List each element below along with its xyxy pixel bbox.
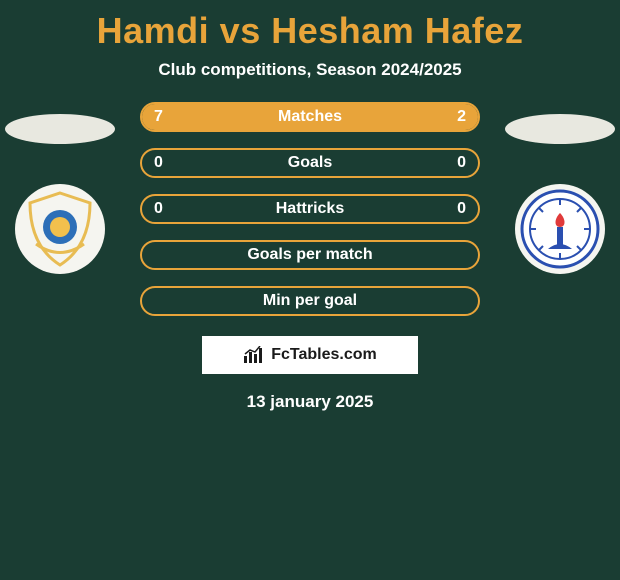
- stat-right-value: 2: [418, 108, 478, 126]
- comparison-bars: 7Matches20Goals00Hattricks0Goals per mat…: [140, 102, 480, 316]
- player-right-column: [500, 102, 620, 274]
- stat-label: Min per goal: [202, 292, 418, 310]
- stat-right-value: 0: [418, 200, 478, 218]
- player-left-ellipse: [5, 114, 115, 144]
- stat-label: Matches: [202, 108, 418, 126]
- stat-label: Goals per match: [202, 246, 418, 264]
- stat-right-value: 0: [418, 154, 478, 172]
- stat-label: Hattricks: [202, 200, 418, 218]
- stat-left-value: 7: [142, 108, 202, 126]
- brand-box: FcTables.com: [202, 336, 418, 374]
- stat-left-value: 0: [142, 154, 202, 172]
- comparison-area: 7Matches20Goals00Hattricks0Goals per mat…: [0, 102, 620, 412]
- club-badge-right: [515, 184, 605, 274]
- stat-row: 0Hattricks0: [140, 194, 480, 224]
- stat-row: 0Goals0: [140, 148, 480, 178]
- stat-row: 7Matches2: [140, 102, 480, 132]
- page-subtitle: Club competitions, Season 2024/2025: [0, 60, 620, 80]
- stat-row: Min per goal: [140, 286, 480, 316]
- page-title: Hamdi vs Hesham Hafez: [0, 0, 620, 52]
- bar-chart-icon: [243, 346, 265, 364]
- club-badge-left: [15, 184, 105, 274]
- player-right-ellipse: [505, 114, 615, 144]
- player-left-column: [0, 102, 120, 274]
- brand-label: FcTables.com: [271, 346, 377, 364]
- stat-row: Goals per match: [140, 240, 480, 270]
- stat-label: Goals: [202, 154, 418, 172]
- date-label: 13 january 2025: [0, 392, 620, 412]
- stat-left-value: 0: [142, 200, 202, 218]
